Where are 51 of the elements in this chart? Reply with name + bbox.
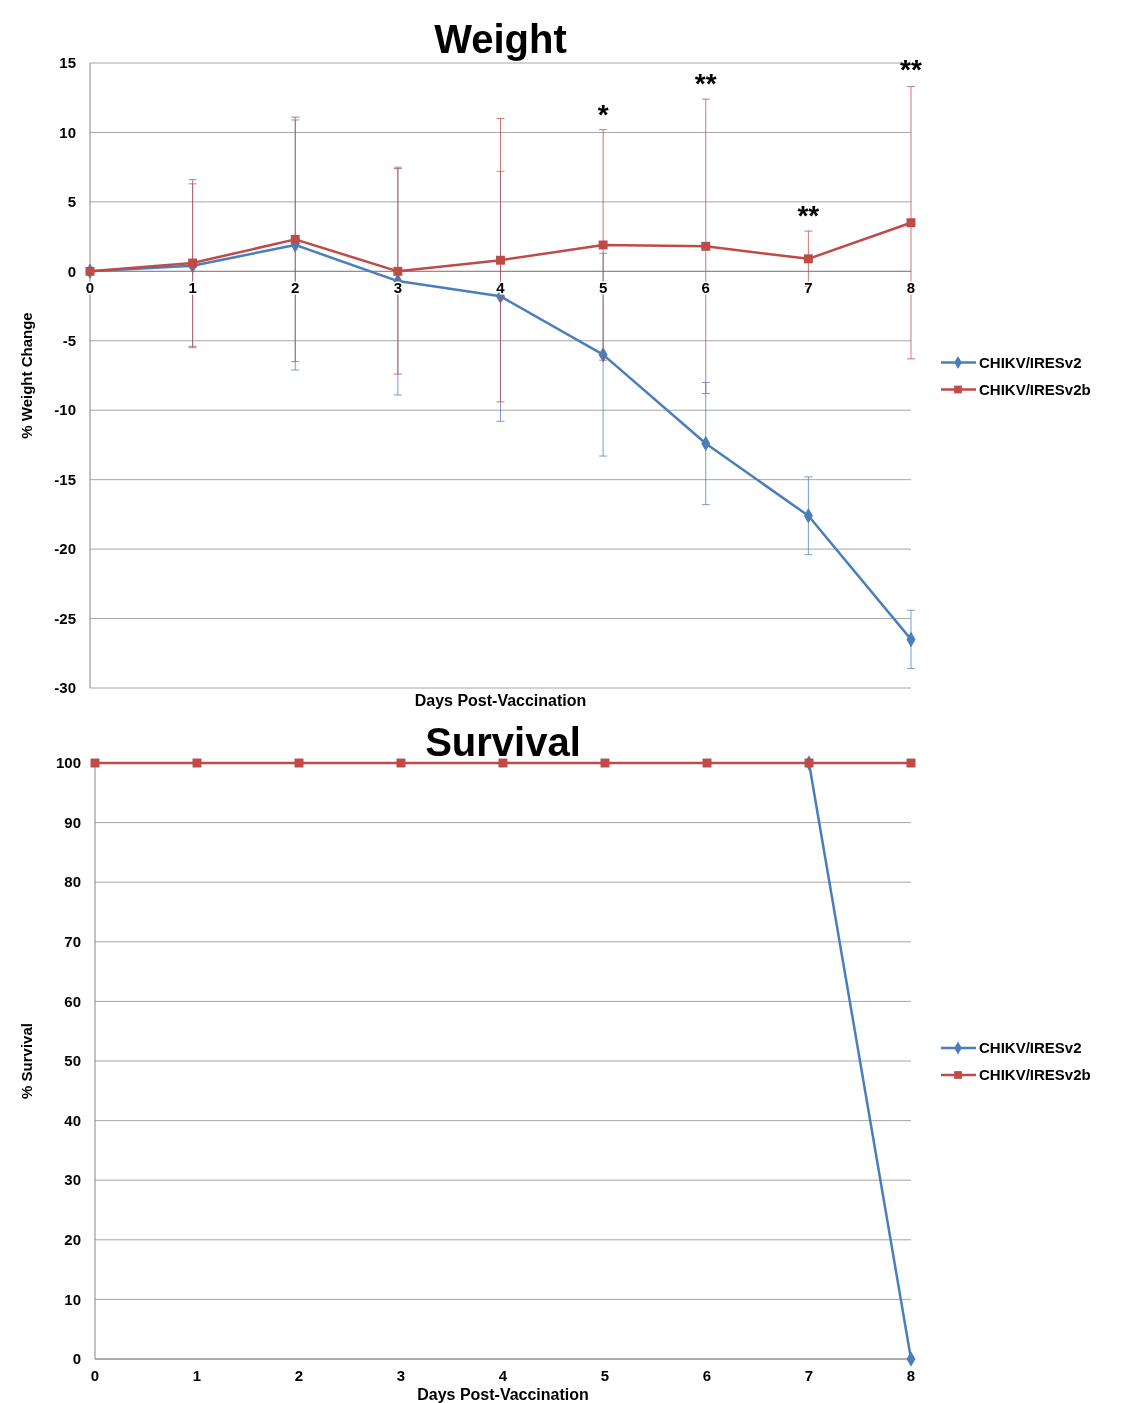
annotation: ** bbox=[797, 200, 820, 232]
x-tick-label: 6 bbox=[702, 1367, 712, 1384]
y-tick-label: 100 bbox=[55, 754, 81, 772]
x-axis-title: Days Post-Vaccination bbox=[414, 692, 587, 709]
x-tick-label: 8 bbox=[906, 1367, 916, 1384]
chart-title: Survival bbox=[425, 720, 581, 764]
x-tick-label: 8 bbox=[906, 279, 916, 297]
x-tick-label: 7 bbox=[804, 1367, 814, 1384]
y-tick-label: 90 bbox=[64, 813, 81, 831]
y-tick-label: 60 bbox=[64, 992, 81, 1010]
x-tick-label: 3 bbox=[396, 1367, 406, 1384]
chart-title: Weight bbox=[434, 17, 567, 61]
x-tick-label: 7 bbox=[804, 279, 813, 297]
y-tick-label: 40 bbox=[64, 1111, 81, 1129]
y-tick-label: -10 bbox=[54, 401, 76, 419]
y-axis-title: % Survival bbox=[18, 1023, 35, 1099]
annotation: ** bbox=[694, 68, 717, 100]
legend-label: CHIKV/IRESv2b bbox=[979, 380, 1091, 398]
x-tick-label: 0 bbox=[85, 279, 95, 297]
annotation: * bbox=[597, 98, 609, 130]
x-tick-label: 3 bbox=[393, 279, 403, 297]
legend-label: CHIKV/IRESv2b bbox=[979, 1066, 1091, 1084]
y-tick-label: 10 bbox=[64, 1290, 81, 1308]
x-tick-label: 2 bbox=[294, 1367, 304, 1384]
y-tick-label: 70 bbox=[64, 933, 81, 951]
x-tick-label: 1 bbox=[192, 1367, 202, 1384]
x-tick-label: 0 bbox=[90, 1367, 100, 1384]
y-tick-label: -20 bbox=[54, 540, 76, 558]
y-tick-label: 30 bbox=[64, 1171, 81, 1189]
legend-label: CHIKV/IRESv2 bbox=[979, 353, 1082, 371]
y-tick-label: -25 bbox=[54, 609, 76, 627]
x-tick-label: 5 bbox=[598, 279, 608, 297]
y-tick-label: 5 bbox=[67, 193, 76, 211]
legend-label: CHIKV/IRESv2 bbox=[979, 1039, 1082, 1057]
y-tick-label: 20 bbox=[64, 1231, 81, 1249]
y-tick-label: 10 bbox=[59, 123, 76, 141]
y-tick-label: -5 bbox=[62, 332, 76, 350]
annotation: ** bbox=[900, 54, 922, 86]
x-tick-label: 6 bbox=[701, 279, 710, 297]
y-tick-label: 15 bbox=[59, 54, 76, 72]
y-tick-label: 0 bbox=[67, 262, 76, 280]
x-tick-label: 2 bbox=[291, 279, 300, 297]
y-tick-label: 50 bbox=[64, 1052, 81, 1070]
x-tick-label: 4 bbox=[498, 1367, 508, 1384]
y-axis-title: % Weight Change bbox=[18, 312, 35, 439]
y-tick-label: -15 bbox=[54, 470, 76, 488]
x-tick-label: 5 bbox=[600, 1367, 610, 1384]
y-tick-label: -30 bbox=[54, 679, 76, 697]
y-tick-label: 0 bbox=[72, 1350, 81, 1368]
x-axis-title: Days Post-Vaccination bbox=[417, 1386, 589, 1403]
y-tick-label: 80 bbox=[64, 873, 81, 891]
